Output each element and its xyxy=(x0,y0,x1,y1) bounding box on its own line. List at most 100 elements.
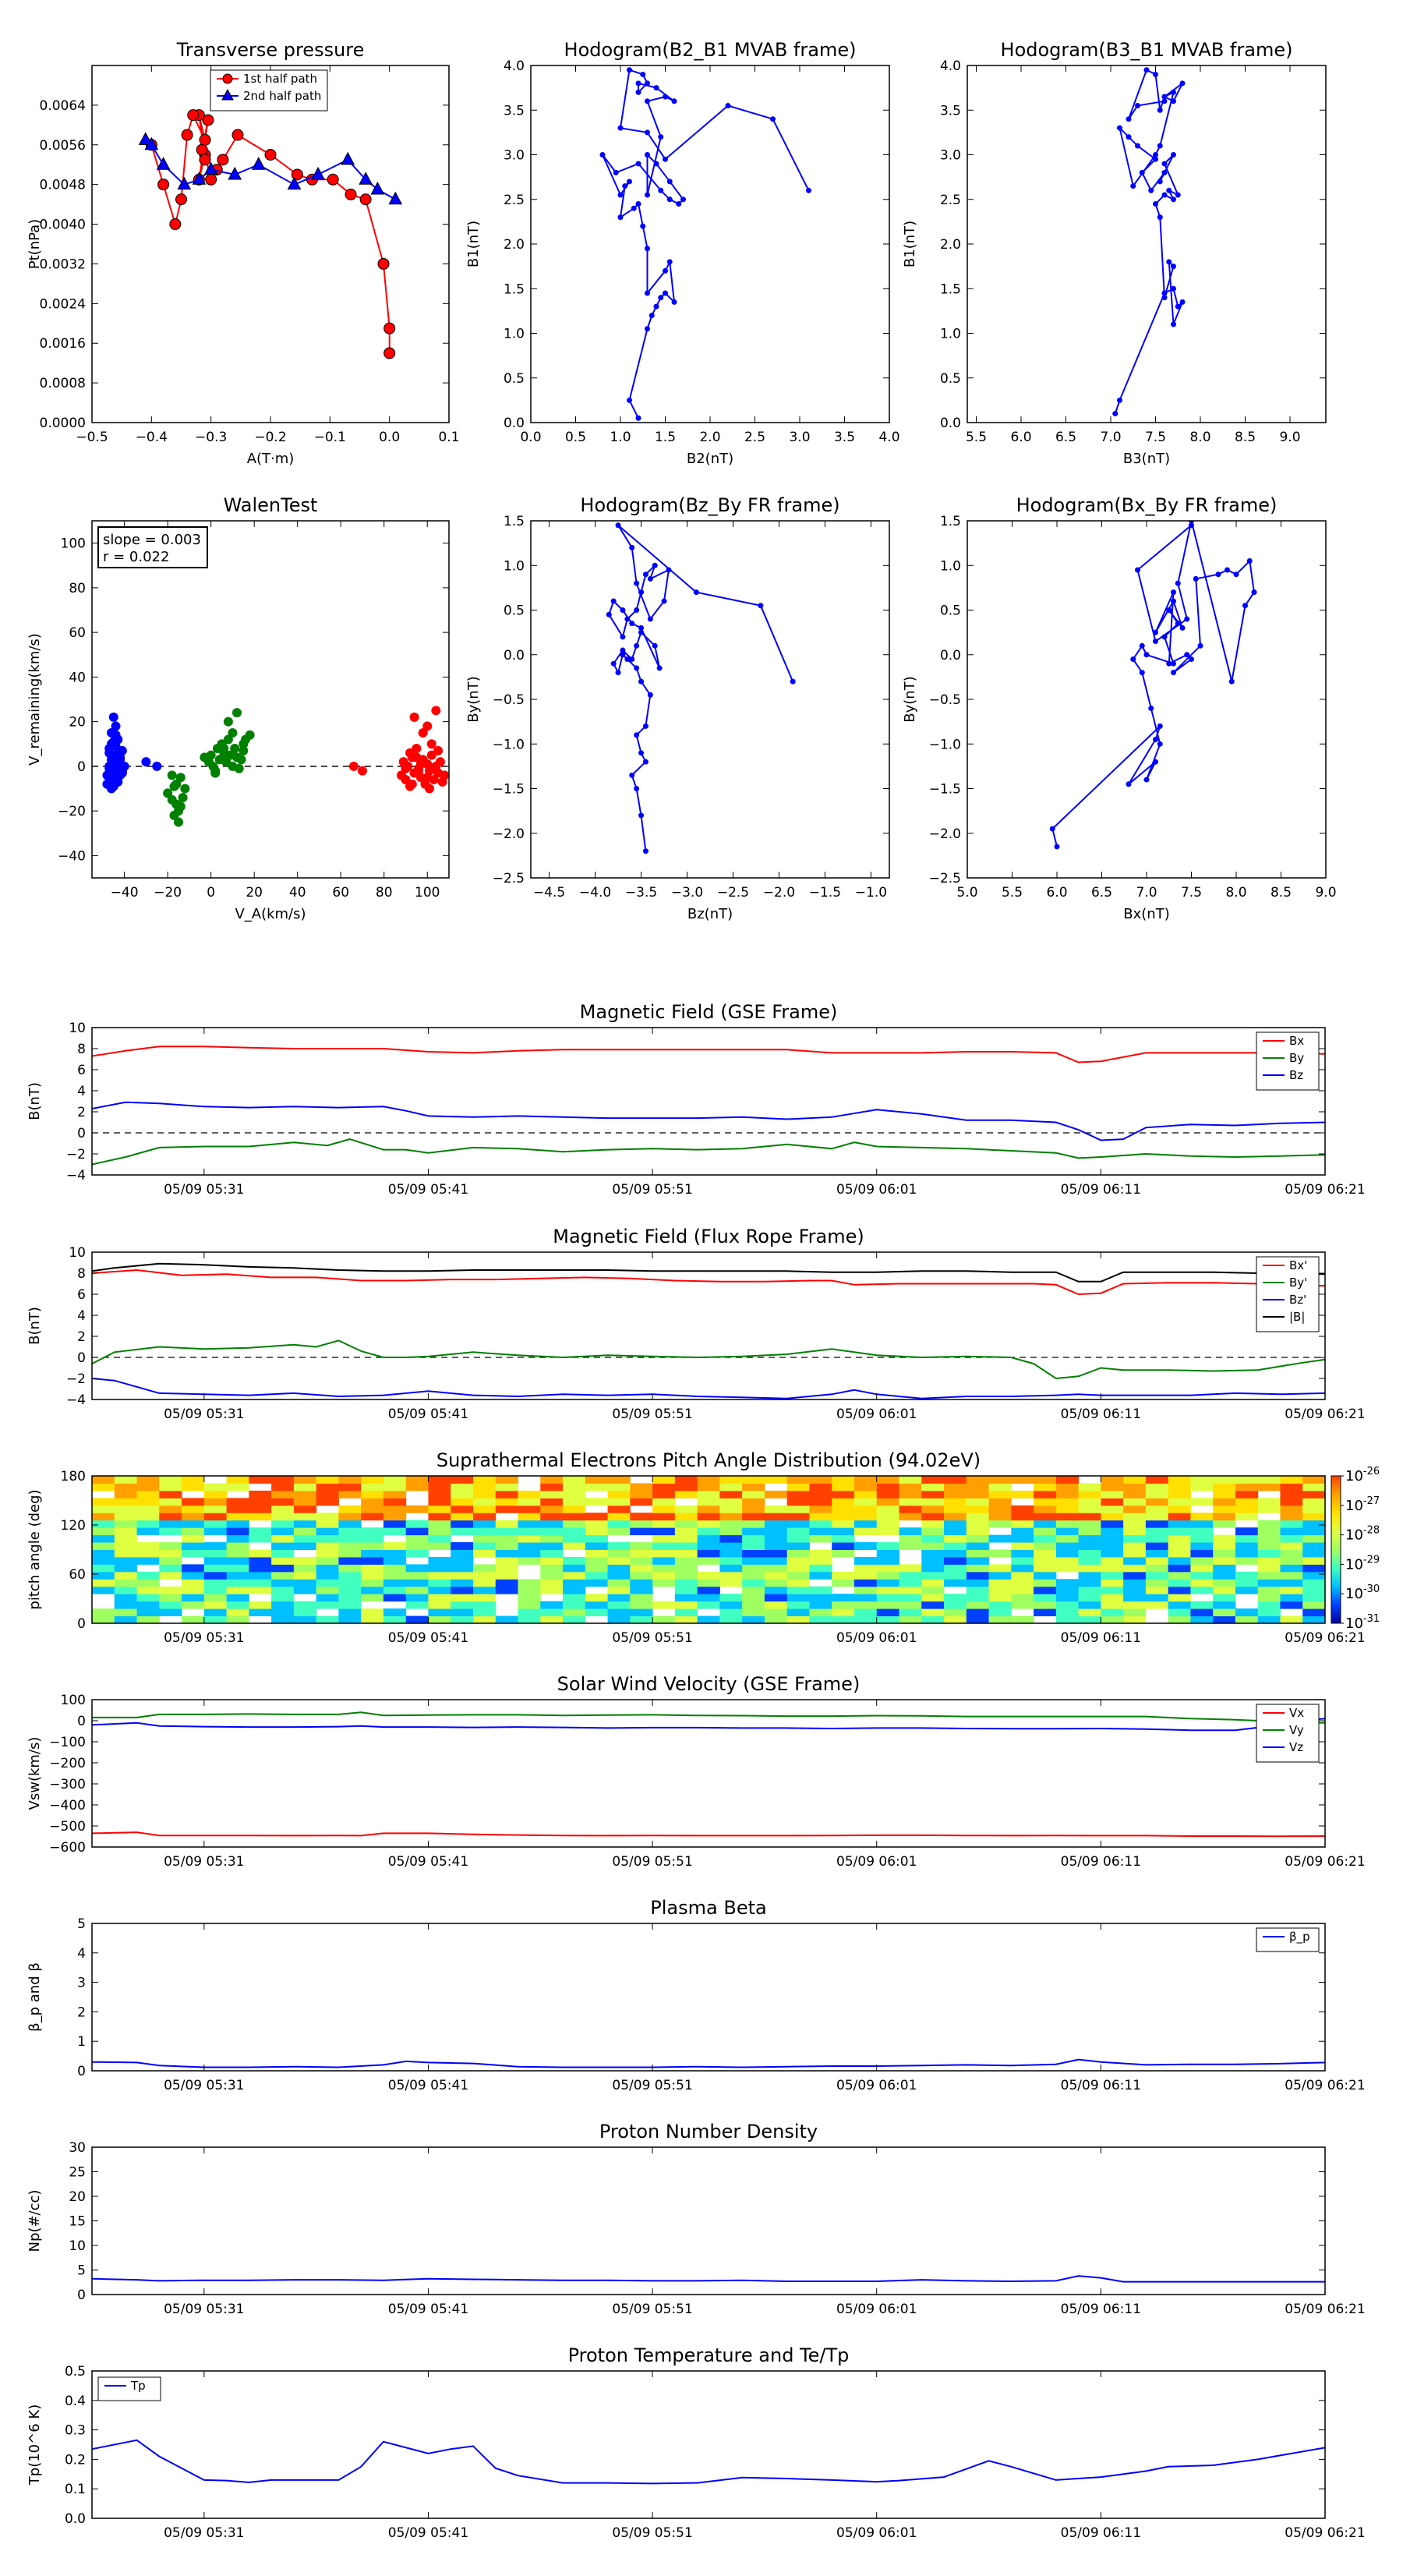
y-tick-label: 1.5 xyxy=(940,514,961,529)
data-point xyxy=(620,634,626,640)
heatmap-cell xyxy=(876,1549,899,1558)
heatmap-cell xyxy=(585,1542,609,1550)
legend-box xyxy=(1256,1256,1320,1332)
x-tick-label: 8.0 xyxy=(1189,430,1210,445)
data-point xyxy=(599,152,606,157)
heatmap-cell xyxy=(1280,1498,1303,1506)
data-point xyxy=(175,193,187,206)
heatmap-cell xyxy=(764,1608,788,1617)
heatmap-cell xyxy=(92,1579,115,1587)
x-tick-label: 3.0 xyxy=(789,430,810,445)
heatmap-cell xyxy=(944,1534,967,1543)
heatmap-cell xyxy=(1145,1571,1169,1580)
y-tick-label: 5 xyxy=(77,2263,86,2279)
heatmap-cell xyxy=(1280,1534,1303,1543)
heatmap-cell xyxy=(114,1542,138,1550)
heatmap-cell xyxy=(944,1542,967,1550)
y-axis-label: pitch angle (deg) xyxy=(27,1489,43,1609)
heatmap-cell xyxy=(652,1579,676,1587)
heatmap-cell xyxy=(786,1586,810,1594)
heatmap-cell xyxy=(988,1601,1012,1609)
x-tick-label: 2.5 xyxy=(744,430,765,445)
heatmap-cell xyxy=(966,1542,990,1550)
data-point xyxy=(635,89,641,95)
heatmap-cell xyxy=(966,1608,990,1617)
legend-box xyxy=(1256,1031,1320,1091)
heatmap-cell xyxy=(92,1549,115,1558)
heatmap-cell xyxy=(271,1556,295,1565)
heatmap-cell xyxy=(921,1601,945,1609)
heatmap-cell xyxy=(383,1615,407,1623)
x-tick-label: 05/09 05:31 xyxy=(164,1182,244,1198)
data-point xyxy=(642,571,648,578)
heatmap-cell xyxy=(853,1476,878,1484)
heatmap-cell xyxy=(674,1490,698,1499)
heatmap-cell xyxy=(652,1527,676,1536)
data-point xyxy=(645,326,650,332)
heatmap-cell xyxy=(1302,1556,1325,1565)
heatmap-cell xyxy=(203,1594,228,1602)
heatmap-cell xyxy=(338,1594,362,1602)
heatmap-cell xyxy=(607,1564,631,1573)
heatmap-cell xyxy=(988,1594,1012,1602)
heatmap-cell xyxy=(271,1564,295,1573)
x-tick-label: 40 xyxy=(289,885,306,901)
heatmap-cell xyxy=(853,1556,878,1565)
data-point xyxy=(1135,103,1140,109)
heatmap-cell xyxy=(1280,1476,1303,1484)
heatmap-cell xyxy=(159,1505,182,1513)
heatmap-cell xyxy=(1011,1513,1034,1521)
heatmap-cell xyxy=(293,1571,317,1580)
heatmap-cell xyxy=(944,1549,967,1558)
data-point xyxy=(620,652,626,658)
heatmap-cell xyxy=(697,1542,720,1550)
y-tick-label: 0 xyxy=(77,2288,86,2303)
heatmap-cell xyxy=(1213,1564,1236,1573)
heatmap-cell xyxy=(1034,1594,1057,1602)
heatmap-cell xyxy=(1168,1549,1191,1558)
heatmap-cell xyxy=(316,1579,339,1587)
heatmap-cell xyxy=(1101,1498,1124,1506)
heatmap-cell xyxy=(1257,1549,1281,1558)
heatmap-cell xyxy=(428,1534,451,1543)
heatmap-cell xyxy=(809,1505,832,1513)
data-point xyxy=(635,200,641,207)
heatmap-cell xyxy=(1168,1513,1191,1521)
heatmap-cell xyxy=(764,1490,788,1499)
heatmap-cell xyxy=(1235,1579,1259,1587)
data-point xyxy=(108,712,118,722)
heatmap-cell xyxy=(1190,1534,1214,1543)
heatmap-cell xyxy=(203,1513,228,1521)
x-tick-label: 6.0 xyxy=(1046,885,1067,901)
heatmap-cell xyxy=(1034,1527,1057,1536)
heatmap-cell xyxy=(1213,1520,1236,1528)
heatmap-cell xyxy=(182,1542,205,1550)
chart-title: WalenTest xyxy=(224,494,318,516)
legend-box xyxy=(1256,1927,1320,1952)
data-point xyxy=(202,114,214,126)
data-point xyxy=(620,607,626,613)
heatmap-cell xyxy=(1190,1542,1214,1550)
heatmap-cell xyxy=(1145,1586,1169,1594)
y-axis-label: By(nT) xyxy=(902,676,918,722)
heatmap-cell xyxy=(316,1476,339,1484)
data-point xyxy=(629,772,635,778)
heatmap-cell xyxy=(1257,1556,1281,1565)
heatmap-cell xyxy=(472,1498,497,1506)
data-point xyxy=(671,299,677,305)
heatmap-cell xyxy=(1190,1498,1214,1506)
colorbar-tick-label: 10-27 xyxy=(1345,1495,1380,1514)
heatmap-cell xyxy=(966,1490,990,1499)
x-tick-label: 05/09 06:11 xyxy=(1061,2078,1141,2093)
heatmap-cell xyxy=(383,1505,407,1513)
colorbar-exponent: -27 xyxy=(1363,1495,1380,1507)
chart-bgse: Magnetic Field (GSE Frame)05/09 05:31 05/… xyxy=(27,1001,1366,1198)
data-point xyxy=(115,770,125,780)
series-line-bz xyxy=(92,1101,1325,1141)
heatmap-cell xyxy=(451,1556,474,1565)
heatmap-cell xyxy=(563,1594,586,1602)
heatmap-cell xyxy=(1190,1601,1214,1609)
plot-frame xyxy=(967,65,1327,423)
heatmap-cell xyxy=(472,1601,497,1609)
heatmap-cell xyxy=(1145,1534,1169,1543)
